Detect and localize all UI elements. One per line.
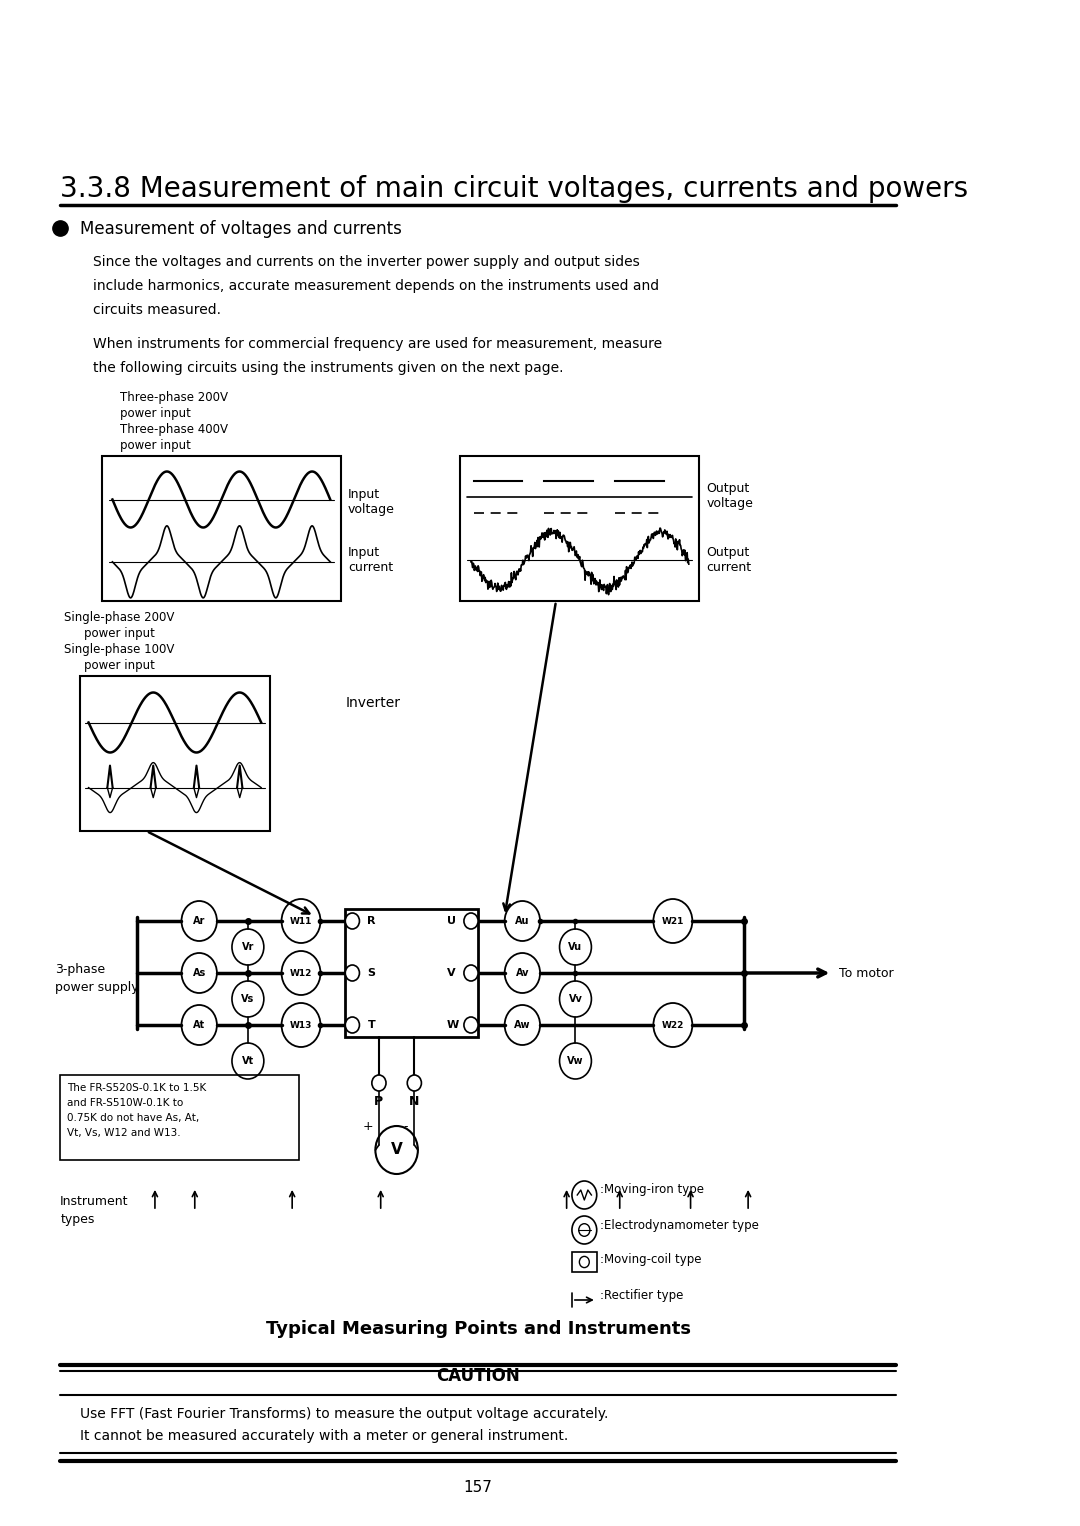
Text: and FR-S510W-0.1K to: and FR-S510W-0.1K to	[67, 1099, 184, 1108]
Text: Vr: Vr	[242, 942, 254, 952]
Text: As: As	[192, 967, 206, 978]
Text: The FR-S520S-0.1K to 1.5K: The FR-S520S-0.1K to 1.5K	[67, 1083, 206, 1093]
Bar	[60, 1074, 299, 1160]
Text: 3.3.8 Measurement of main circuit voltages, currents and powers: 3.3.8 Measurement of main circuit voltag…	[60, 175, 969, 203]
Text: power supply: power supply	[55, 981, 138, 993]
Text: :Moving-coil type: :Moving-coil type	[600, 1253, 702, 1267]
Text: When instruments for commercial frequency are used for measurement, measure: When instruments for commercial frequenc…	[93, 337, 662, 351]
Circle shape	[464, 913, 478, 929]
Text: Use FFT (Fast Fourier Transforms) to measure the output voltage accurately.: Use FFT (Fast Fourier Transforms) to mea…	[80, 1407, 608, 1421]
Text: Au: Au	[515, 916, 529, 926]
Text: -: -	[404, 1120, 408, 1132]
Text: Single-phase 200V: Single-phase 200V	[65, 610, 175, 624]
Circle shape	[372, 1074, 386, 1091]
Text: Ar: Ar	[193, 916, 205, 926]
Text: Output
voltage: Output voltage	[706, 482, 754, 510]
Circle shape	[464, 1016, 478, 1033]
Text: Vu: Vu	[568, 942, 582, 952]
Text: T: T	[367, 1019, 375, 1030]
Text: include harmonics, accurate measurement depends on the instruments used and: include harmonics, accurate measurement …	[93, 279, 659, 293]
Bar	[346, 909, 478, 1038]
Text: types: types	[60, 1213, 95, 1225]
Text: Inverter: Inverter	[346, 696, 401, 710]
Text: 3-phase: 3-phase	[55, 963, 105, 977]
Text: :Electrodynamometer type: :Electrodynamometer type	[600, 1218, 759, 1231]
Text: Aw: Aw	[514, 1019, 530, 1030]
Text: power input: power input	[84, 627, 154, 639]
Text: Instrument: Instrument	[60, 1195, 129, 1209]
Text: Vv: Vv	[568, 993, 582, 1004]
Text: Vt, Vs, W12 and W13.: Vt, Vs, W12 and W13.	[67, 1128, 181, 1138]
Text: Input
current: Input current	[348, 546, 393, 574]
Text: Three-phase 200V: Three-phase 200V	[120, 391, 228, 404]
Circle shape	[346, 913, 360, 929]
Text: W22: W22	[662, 1021, 684, 1030]
Text: Av: Av	[515, 967, 529, 978]
Text: R: R	[367, 916, 376, 926]
Text: power input: power input	[120, 439, 190, 452]
Text: 157: 157	[463, 1480, 492, 1495]
Text: Measurement of voltages and currents: Measurement of voltages and currents	[80, 220, 402, 238]
Text: W11: W11	[289, 917, 312, 925]
Bar	[80, 676, 270, 832]
Text: W: W	[447, 1019, 459, 1030]
Text: 0.75K do not have As, At,: 0.75K do not have As, At,	[67, 1112, 200, 1123]
Circle shape	[407, 1074, 421, 1091]
Text: power input: power input	[120, 407, 190, 420]
Bar	[572, 1253, 597, 1271]
Text: :Rectifier type: :Rectifier type	[600, 1288, 684, 1302]
Text: Output
current: Output current	[706, 546, 752, 574]
Text: S: S	[367, 967, 376, 978]
Text: Typical Measuring Points and Instruments: Typical Measuring Points and Instruments	[266, 1320, 690, 1338]
Text: Since the voltages and currents on the inverter power supply and output sides: Since the voltages and currents on the i…	[93, 255, 639, 269]
Text: Single-phase 100V: Single-phase 100V	[65, 642, 175, 656]
Text: W21: W21	[662, 917, 684, 925]
Text: Three-phase 400V: Three-phase 400V	[120, 423, 228, 436]
Text: power input: power input	[84, 659, 154, 671]
Text: V: V	[447, 967, 456, 978]
Text: the following circuits using the instruments given on the next page.: the following circuits using the instrum…	[93, 362, 564, 375]
Text: Vs: Vs	[241, 993, 255, 1004]
Text: :Moving-iron type: :Moving-iron type	[600, 1184, 704, 1196]
Text: V: V	[391, 1143, 403, 1158]
Text: W13: W13	[289, 1021, 312, 1030]
Text: +: +	[363, 1120, 374, 1132]
Text: Vw: Vw	[567, 1056, 583, 1067]
Circle shape	[346, 1016, 360, 1033]
Text: It cannot be measured accurately with a meter or general instrument.: It cannot be measured accurately with a …	[80, 1428, 568, 1444]
Text: To motor: To motor	[839, 966, 894, 980]
Text: Vt: Vt	[242, 1056, 254, 1067]
Text: U: U	[447, 916, 456, 926]
Circle shape	[346, 964, 360, 981]
Bar	[460, 456, 700, 601]
Circle shape	[464, 964, 478, 981]
Bar	[102, 456, 341, 601]
Text: N: N	[409, 1096, 419, 1108]
Text: P: P	[375, 1096, 383, 1108]
Text: W12: W12	[289, 969, 312, 978]
Text: circuits measured.: circuits measured.	[93, 304, 221, 317]
Text: CAUTION: CAUTION	[436, 1367, 519, 1386]
Text: Input
voltage: Input voltage	[348, 488, 395, 516]
Text: At: At	[193, 1019, 205, 1030]
